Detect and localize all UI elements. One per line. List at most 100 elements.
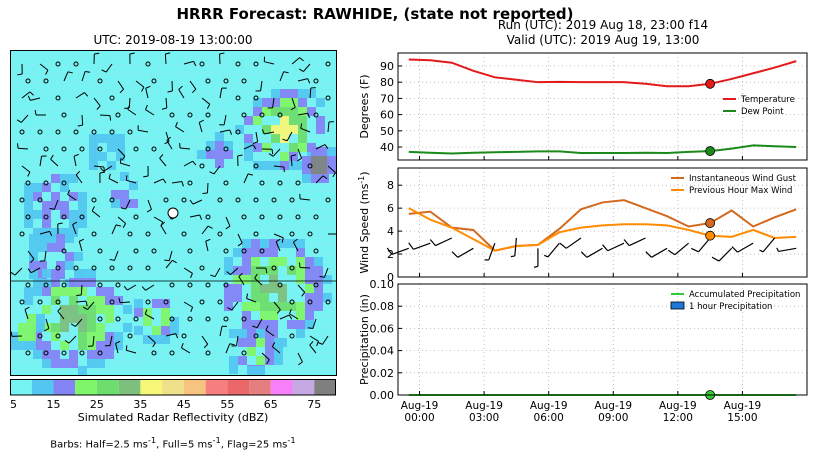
reflectivity-cell	[296, 239, 305, 248]
reflectivity-cell	[65, 261, 74, 270]
reflectivity-cell	[316, 98, 325, 107]
reflectivity-cell	[305, 302, 314, 311]
reflectivity-cell	[320, 174, 329, 183]
reflectivity-cell	[24, 210, 33, 219]
reflectivity-cell	[229, 329, 238, 338]
reflectivity-cell	[197, 150, 206, 159]
reflectivity-cell	[161, 326, 170, 335]
reflectivity-cell	[87, 323, 96, 332]
reflectivity-cell	[242, 311, 251, 320]
reflectivity-cell	[280, 89, 289, 98]
x-tick-label: 12:00	[663, 412, 693, 424]
wind-barb-staff	[763, 238, 775, 252]
reflectivity-cell	[233, 248, 242, 257]
y-tick-label: 0.10	[370, 278, 395, 291]
wind-barb-staff	[100, 115, 110, 116]
reflectivity-cell	[60, 323, 69, 332]
reflectivity-cell	[242, 257, 251, 266]
reflectivity-cell	[298, 143, 307, 152]
x-tick-label: 00:00	[404, 412, 434, 424]
y-axis-label-sup: -1	[357, 176, 366, 184]
reflectivity-cell	[69, 287, 78, 296]
x-tick-label: Aug-19	[465, 400, 503, 412]
reflectivity-cell	[42, 305, 51, 314]
radar-map	[10, 50, 337, 380]
reflectivity-cell	[247, 366, 256, 375]
reflectivity-cell	[29, 234, 38, 243]
reflectivity-cell	[238, 329, 247, 338]
reflectivity-cell	[289, 161, 298, 170]
reflectivity-cell	[305, 284, 314, 293]
x-tick-label: 09:00	[598, 412, 628, 424]
reflectivity-cell	[251, 239, 260, 248]
wind-barb-feather	[691, 248, 698, 251]
reflectivity-cell	[56, 261, 65, 270]
wind-barb-staff	[515, 238, 517, 256]
y-axis-label: Precipitation (in)	[358, 294, 371, 385]
reflectivity-cell	[116, 143, 125, 152]
y-tick-label: 40	[380, 141, 394, 154]
valid-time-marker	[706, 147, 715, 156]
reflectivity-cell	[51, 350, 60, 359]
wind-barb-staff	[675, 243, 689, 255]
reflectivity-cell	[42, 210, 51, 219]
reflectivity-cell	[271, 89, 280, 98]
wind-barb-feather	[452, 252, 458, 258]
colorbar-swatch	[249, 379, 271, 395]
reflectivity-cell	[51, 192, 60, 201]
reflectivity-cell	[38, 243, 47, 252]
x-tick-label: Aug-19	[724, 400, 762, 412]
reflectivity-cell	[327, 156, 336, 165]
reflectivity-cell	[120, 199, 129, 208]
wind-barb-feather	[712, 257, 719, 261]
reflectivity-cell	[51, 332, 60, 341]
wind-barb-staff	[719, 248, 732, 261]
reflectivity-cell	[87, 350, 96, 359]
reflectivity-cell	[78, 219, 87, 228]
y-axis-label-suffix: )	[358, 171, 371, 175]
reflectivity-cell	[89, 161, 98, 170]
wind-barb-feather	[732, 247, 738, 253]
colorbar-tick-label: 35	[133, 398, 147, 411]
reflectivity-cell	[224, 284, 233, 293]
reflectivity-cell	[298, 134, 307, 143]
reflectivity-cell	[51, 323, 60, 332]
legend-label: Temperature	[740, 95, 795, 105]
reflectivity-cell	[38, 234, 47, 243]
reflectivity-cell	[311, 147, 320, 156]
legend-swatch	[671, 302, 684, 309]
reflectivity-cell	[278, 257, 287, 266]
reflectivity-cell	[302, 174, 311, 183]
colorbar-tick-label: 55	[220, 398, 234, 411]
legend: Temperature Dew Point	[723, 95, 795, 117]
reflectivity-cell	[60, 210, 69, 219]
reflectivity-cell	[269, 275, 278, 284]
reflectivity-cell	[298, 116, 307, 125]
reflectivity-cell	[280, 125, 289, 134]
reflectivity-cell	[269, 320, 278, 329]
reflectivity-cell	[33, 278, 42, 287]
reflectivity-cell	[33, 192, 42, 201]
reflectivity-cell	[289, 89, 298, 98]
reflectivity-cell	[296, 320, 305, 329]
reflectivity-cell	[296, 329, 305, 338]
reflectivity-cell	[307, 89, 316, 98]
reflectivity-cell	[78, 210, 87, 219]
reflectivity-cell	[89, 143, 98, 152]
wind-barb-feather	[777, 248, 779, 252]
reflectivity-cell	[311, 156, 320, 165]
colorbar-tick-label: 5	[10, 398, 17, 411]
legend-label: Dew Point	[741, 107, 784, 117]
reflectivity-cell	[251, 266, 260, 275]
reflectivity-cell	[229, 365, 238, 374]
colorbar-tick-label: 25	[90, 398, 104, 411]
reflectivity-cell	[296, 257, 305, 266]
reflectivity-cell	[120, 172, 129, 181]
reflectivity-cell	[262, 161, 271, 170]
wind-barb-staff	[392, 248, 409, 254]
valid-time-marker	[706, 79, 715, 88]
reflectivity-cell	[89, 134, 98, 143]
reflectivity-cell	[143, 317, 152, 326]
